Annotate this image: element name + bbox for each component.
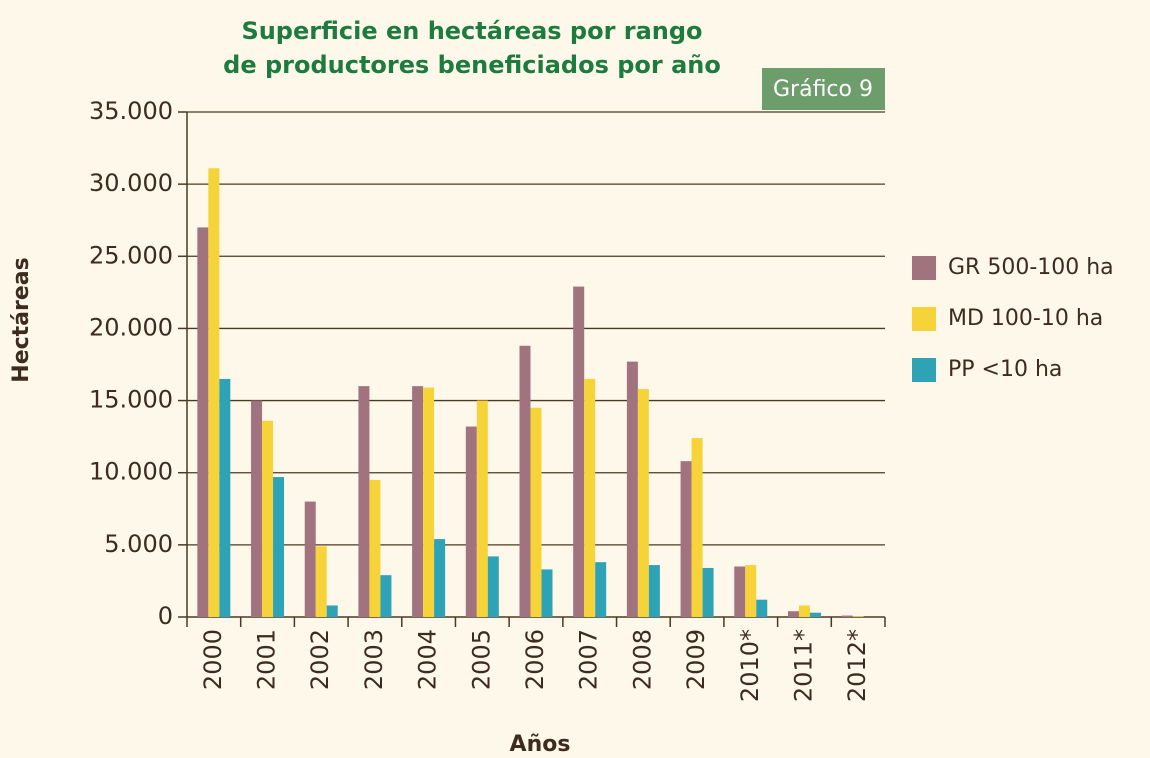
y-tick-label: 10.000 <box>89 458 173 486</box>
legend-swatch <box>912 307 936 331</box>
x-tick-label: 2010* <box>736 629 764 702</box>
x-tick-label: 2001 <box>253 629 281 690</box>
bar <box>380 575 392 617</box>
chart-title: Superficie en hectáreas por rango <box>241 17 702 45</box>
bar <box>809 612 821 617</box>
x-tick-label: 2005 <box>467 629 495 690</box>
bar <box>691 438 703 617</box>
bar <box>702 567 714 617</box>
bar <box>315 546 327 617</box>
bar <box>519 345 531 617</box>
x-tick-label: 2003 <box>360 629 388 690</box>
x-tick-label: 2004 <box>414 629 442 690</box>
bar <box>434 539 446 617</box>
bar <box>219 378 231 617</box>
legend-swatch <box>912 358 936 382</box>
bar <box>798 605 810 617</box>
legend-label: PP <10 ha <box>948 357 1062 382</box>
legend-label: GR 500-100 ha <box>948 255 1114 280</box>
bar <box>595 562 607 617</box>
bar <box>423 387 435 617</box>
bar <box>251 400 263 617</box>
x-tick-label: 2008 <box>628 629 656 690</box>
bar <box>369 479 381 617</box>
y-tick-label: 5.000 <box>104 530 173 558</box>
bar <box>841 615 853 617</box>
badge-box <box>762 68 885 110</box>
x-tick-label: 2009 <box>682 629 710 690</box>
legend-swatch <box>912 256 936 280</box>
bar <box>197 227 209 617</box>
bar <box>626 361 638 617</box>
x-tick-label: 2007 <box>575 629 603 690</box>
y-axis-label: Hectáreas <box>9 257 34 382</box>
bar <box>680 461 692 617</box>
bar <box>326 605 338 617</box>
bar <box>573 286 585 617</box>
bar <box>745 565 757 617</box>
bar <box>273 477 285 617</box>
x-tick-label: 2012* <box>843 629 871 702</box>
bar <box>541 569 553 617</box>
x-tick-label: 2006 <box>521 629 549 690</box>
bar <box>756 599 768 617</box>
bar <box>412 386 424 617</box>
y-tick-label: 0 <box>158 602 173 630</box>
bar <box>208 168 220 617</box>
y-tick-label: 30.000 <box>89 169 173 197</box>
bar <box>637 389 649 617</box>
x-tick-label: 2011* <box>789 629 817 702</box>
bar <box>465 426 477 617</box>
x-tick-label: 2002 <box>306 629 334 690</box>
bar <box>852 616 864 617</box>
x-axis-label: Años <box>510 732 571 757</box>
badge: Gráfico 9 <box>773 77 873 102</box>
bar <box>476 400 488 617</box>
bar <box>487 556 499 617</box>
y-tick-label: 25.000 <box>89 241 173 269</box>
bar <box>584 378 596 617</box>
y-tick-label: 15.000 <box>89 386 173 414</box>
bar <box>648 565 660 617</box>
y-tick-label: 20.000 <box>89 313 173 341</box>
bar <box>734 566 746 617</box>
chart-title: de productores beneficiados por año <box>223 51 721 79</box>
bar <box>530 407 542 617</box>
y-tick-label: 35.000 <box>89 97 173 125</box>
legend-label: MD 100-10 ha <box>948 306 1103 331</box>
x-tick-label: 2000 <box>199 629 227 690</box>
bar <box>358 386 370 617</box>
bar <box>787 611 799 617</box>
bar <box>304 501 316 617</box>
bar <box>262 420 274 617</box>
